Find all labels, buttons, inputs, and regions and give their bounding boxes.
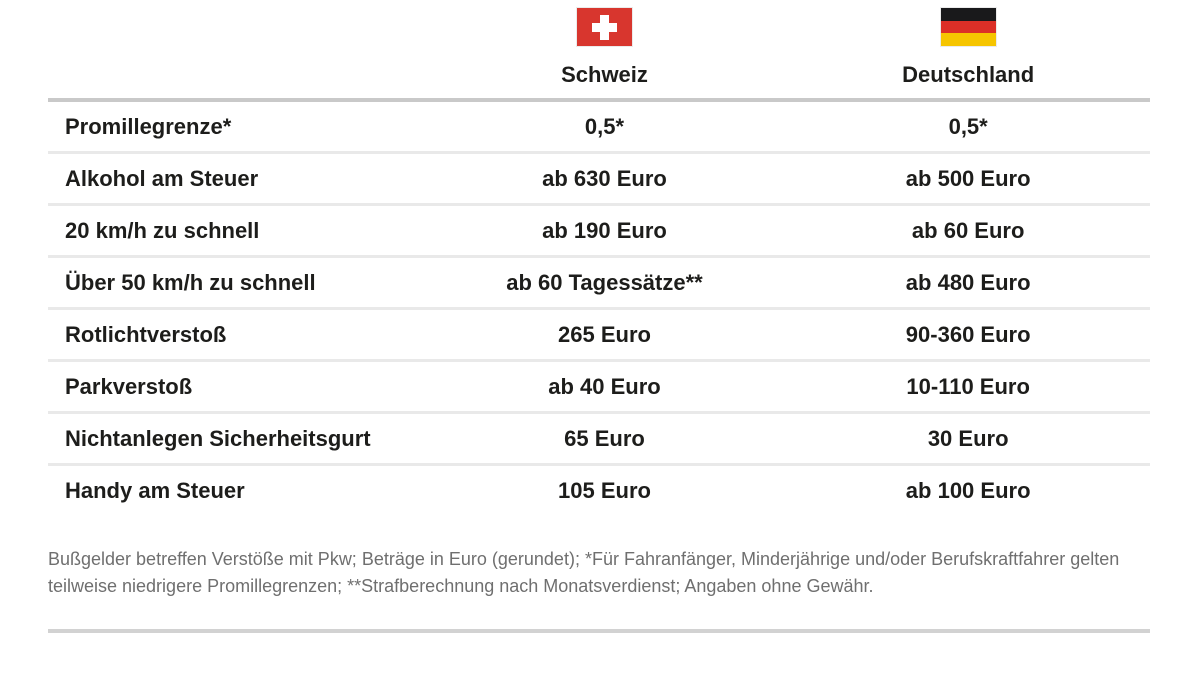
value-schweiz: 265 Euro — [422, 308, 787, 362]
table-row: Rotlichtverstoß 265 Euro 90-360 Euro — [48, 308, 1150, 362]
value-deutschland: ab 60 Euro — [786, 204, 1150, 258]
row-label: Rotlichtverstoß — [48, 308, 423, 362]
value-schweiz: ab 60 Tagessätze** — [422, 256, 787, 310]
table-row: Nichtanlegen Sicherheitsgurt 65 Euro 30 … — [48, 412, 1150, 466]
row-label: Promillegrenze* — [48, 100, 423, 154]
bottom-divider — [48, 629, 1150, 633]
value-schweiz: ab 190 Euro — [422, 204, 787, 258]
value-schweiz: 105 Euro — [558, 477, 651, 503]
header-empty-cell — [48, 0, 423, 102]
row-label: Handy am Steuer — [65, 477, 245, 503]
value-schweiz: 0,5* — [422, 100, 787, 154]
german-stripe-black — [940, 8, 996, 21]
row-label: 20 km/h zu schnell — [48, 204, 423, 258]
table-row: Promillegrenze* 0,5* 0,5* — [48, 100, 1150, 154]
row-label: Über 50 km/h zu schnell — [48, 256, 423, 310]
header-deutschland: Deutschland — [786, 0, 1150, 102]
row-label: Nichtanlegen Sicherheitsgurt — [48, 412, 423, 466]
flag-wrap-deutschland — [786, 0, 1150, 48]
footnote-text: Bußgelder betreffen Verstöße mit Pkw; Be… — [48, 549, 1120, 596]
german-stripe-gold — [940, 33, 996, 47]
row-label: Parkverstoß — [48, 360, 423, 414]
table-row: 20 km/h zu schnell ab 190 Euro ab 60 Eur… — [48, 204, 1150, 258]
value-schweiz: 65 Euro — [422, 412, 787, 466]
german-stripe-red — [940, 20, 996, 34]
value-deutschland: ab 480 Euro — [786, 256, 1150, 310]
row-label: Alkohol am Steuer — [48, 152, 423, 206]
value-deutschland: 0,5* — [786, 100, 1150, 154]
table-row: Alkohol am Steuer ab 630 Euro ab 500 Eur… — [48, 152, 1150, 206]
table-row: Über 50 km/h zu schnell ab 60 Tagessätze… — [48, 256, 1150, 310]
value-schweiz: ab 40 Euro — [422, 360, 787, 414]
value-deutschland: 90-360 Euro — [786, 308, 1150, 362]
value-deutschland: 30 Euro — [786, 412, 1150, 466]
column-label-schweiz: Schweiz — [561, 62, 648, 87]
switzerland-flag-icon — [577, 8, 632, 46]
value-schweiz: ab 630 Euro — [422, 152, 787, 206]
table-row: Parkverstoß ab 40 Euro 10-110 Euro — [48, 360, 1150, 414]
germany-flag-icon — [940, 8, 996, 47]
value-deutschland: ab 100 Euro — [905, 477, 1031, 503]
table-header-row: Schweiz Deutschland — [48, 0, 1150, 102]
comparison-table-area: Schweiz Deutschland — [48, 0, 1150, 515]
column-label-deutschland: Deutschland — [902, 62, 1035, 87]
value-deutschland: 10-110 Euro — [786, 360, 1150, 414]
header-schweiz: Schweiz — [422, 0, 787, 102]
table-row: Handy am Steuer 105 Euro ab 100 Euro — [48, 465, 1150, 516]
fines-comparison-table: Schweiz Deutschland — [48, 0, 1150, 515]
flag-wrap-schweiz — [423, 0, 787, 48]
value-deutschland: ab 500 Euro — [786, 152, 1150, 206]
swiss-cross-horizontal — [592, 22, 617, 32]
